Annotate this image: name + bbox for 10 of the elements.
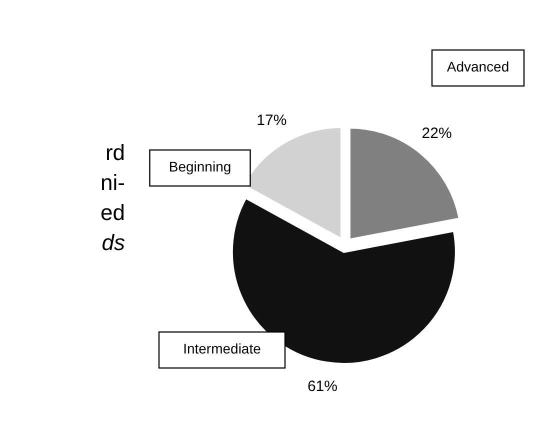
data-label: 17%	[256, 112, 287, 130]
data-label: 22%	[422, 125, 452, 142]
text: ed	[100, 200, 125, 225]
text: ni-	[100, 170, 125, 195]
text: ds	[102, 230, 125, 255]
data-label: 61%	[307, 378, 338, 396]
slice-label: Beginning	[168, 158, 232, 175]
slice-label: Intermediate	[183, 340, 262, 357]
slice-label: Advanced	[446, 58, 510, 75]
text: rd	[105, 140, 125, 165]
